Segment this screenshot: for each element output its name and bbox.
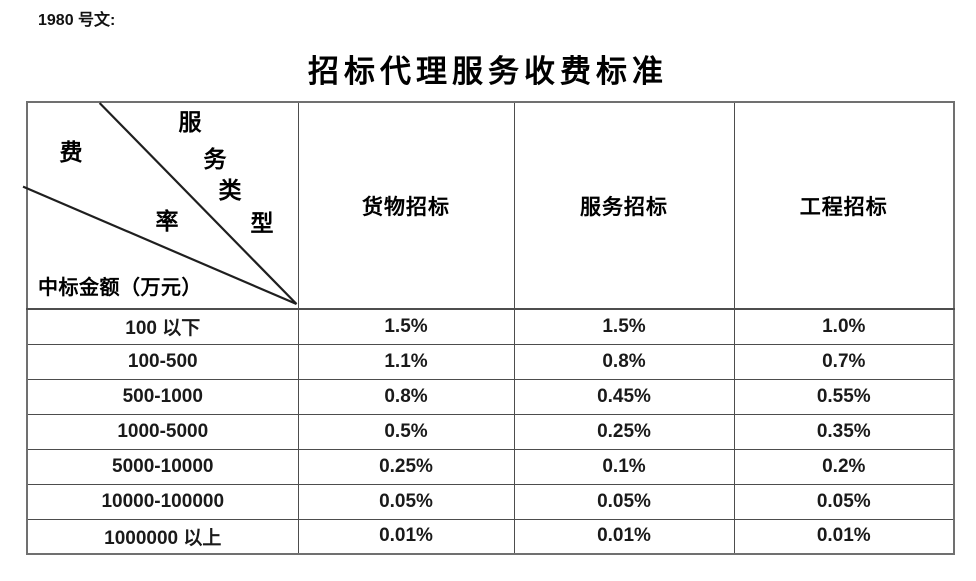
rate-cell: 0.5% (297, 413, 515, 450)
table-row: 1000000 以上 0.01% 0.01% 0.01% (26, 518, 955, 555)
rate-cell: 0.05% (513, 483, 735, 520)
rate-cell: 0.55% (733, 378, 955, 415)
rate-cell: 0.05% (297, 483, 515, 520)
rate-cell: 0.35% (733, 413, 955, 450)
service-type-axis-char: 类 (218, 178, 242, 203)
rate-cell: 0.25% (513, 413, 735, 450)
rate-cell: 1.5% (513, 308, 735, 345)
fee-rate-axis-char: 费 (59, 140, 83, 165)
rate-cell: 0.05% (733, 483, 955, 520)
fee-standard-table: 费 率 服 务 类 型 中标金额（万元） 货物招标 服务招标 工程招标 100 … (22, 101, 955, 555)
diagonal-divider-graphic (22, 102, 298, 306)
column-header-service: 服务招标 (513, 101, 735, 310)
rate-cell: 0.25% (297, 448, 515, 485)
column-header-engineering: 工程招标 (733, 101, 955, 310)
service-type-axis-char: 型 (250, 211, 274, 236)
table-row: 1000-5000 0.5% 0.25% 0.35% (26, 413, 955, 450)
amount-range-cell: 5000-10000 (26, 448, 299, 485)
rate-cell: 0.01% (733, 518, 955, 555)
amount-axis-label: 中标金额（万元） (38, 277, 202, 299)
rate-cell: 0.45% (513, 378, 735, 415)
table-row: 100-500 1.1% 0.8% 0.7% (26, 343, 955, 380)
rate-cell: 0.8% (297, 378, 515, 415)
diagonal-upper-line (98, 102, 298, 305)
service-type-axis-char: 服 (178, 110, 202, 135)
rate-cell: 0.7% (733, 343, 955, 380)
rate-cell: 0.8% (513, 343, 735, 380)
amount-range-cell: 1000-5000 (26, 413, 299, 450)
table-row: 500-1000 0.8% 0.45% 0.55% (26, 378, 955, 415)
amount-range-cell: 10000-100000 (26, 483, 299, 520)
rate-cell: 0.01% (513, 518, 735, 555)
table-row: 5000-10000 0.25% 0.1% 0.2% (26, 448, 955, 485)
amount-range-cell: 500-1000 (26, 378, 299, 415)
column-header-goods: 货物招标 (297, 101, 515, 310)
corner-header-cell: 费 率 服 务 类 型 中标金额（万元） (22, 101, 299, 310)
amount-range-cell: 100 以下 (26, 308, 299, 345)
amount-range-cell: 100-500 (26, 343, 299, 380)
document-number: 1980 号文: (38, 12, 116, 29)
header-row: 费 率 服 务 类 型 中标金额（万元） 货物招标 服务招标 工程招标 (22, 101, 955, 310)
rate-cell: 1.1% (297, 343, 515, 380)
service-type-axis-char: 务 (203, 147, 227, 172)
table-row: 100 以下 1.5% 1.5% 1.0% (26, 308, 955, 345)
amount-range-cell: 1000000 以上 (26, 518, 299, 555)
page-title: 招标代理服务收费标准 (308, 54, 668, 89)
fee-rate-axis-char: 率 (155, 209, 179, 234)
rate-cell: 1.5% (297, 308, 515, 345)
table-row: 10000-100000 0.05% 0.05% 0.05% (26, 483, 955, 520)
diagonal-lower-line (22, 185, 297, 306)
rate-cell: 1.0% (733, 308, 955, 345)
rate-cell: 0.2% (733, 448, 955, 485)
rate-cell: 0.1% (513, 448, 735, 485)
rate-cell: 0.01% (297, 518, 515, 555)
